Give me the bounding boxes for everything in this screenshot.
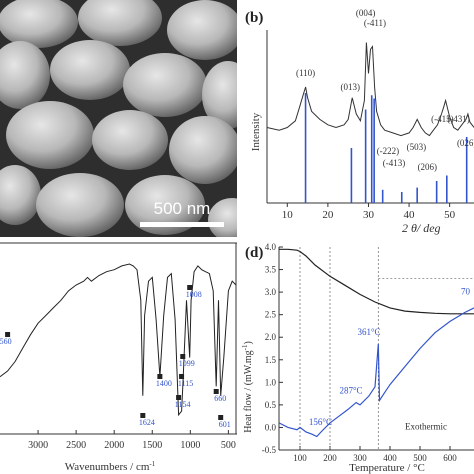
ir-peak-marker: [213, 389, 219, 394]
xrd-peak-label: (-222): [377, 146, 400, 156]
xrd-peak-label: (110): [296, 68, 315, 78]
xrd-ylabel: Intensity: [250, 112, 262, 151]
xrd-panel: (b) Intensity 10 20 30 40 50 (110) (013) (004)…: [237, 0, 474, 237]
xrd-peak-label: (004): [356, 8, 376, 18]
ir-panel: 3000 2500 2000 1500 1000 500 560 1624 1400 1008 1…: [0, 237, 237, 474]
ir-peak-label: 601: [219, 420, 231, 429]
dsc-x-tick-label: 200: [323, 453, 337, 463]
ir-x-tick-label: 2500: [66, 440, 86, 451]
panel-label-d: (d): [245, 245, 263, 261]
dsc-y-tick-label: 0.0: [265, 422, 277, 432]
ir-peak-marker: [179, 374, 185, 379]
ir-peak-label: 1008: [186, 290, 202, 299]
xrd-x-tick-label: 10: [282, 209, 294, 221]
xrd-peak-label: (026): [457, 138, 474, 148]
dsc-y-tick-label: 4.0: [265, 242, 277, 252]
dsc-y-tick-label: -0.5: [262, 445, 277, 455]
ir-x-tick-label: 500: [221, 440, 236, 451]
dsc-x-tick-label: 500: [413, 453, 427, 463]
ir-peak-label: 1154: [175, 400, 191, 409]
particle: [36, 173, 124, 237]
ir-peak-marker: [218, 415, 224, 420]
ir-peak-marker: [176, 395, 182, 400]
particle: [169, 116, 237, 184]
ir-series-line: [0, 263, 237, 417]
ir-peak-label: 1400: [156, 379, 172, 388]
particle: [6, 101, 94, 169]
xrd-peak-label: (-431): [447, 114, 470, 124]
xrd-chart: (b) Intensity 10 20 30 40 50 (110) (013) (004)…: [245, 8, 474, 235]
particle: [0, 0, 78, 48]
heat-flow-series-line: [278, 307, 474, 438]
xrd-peak-label: (013): [340, 82, 360, 92]
ir-peak-label: 560: [0, 337, 12, 346]
xrd-peak-label: (-415): [431, 114, 454, 124]
particle: [0, 165, 41, 225]
dsc-x-tick-label: 400: [383, 453, 397, 463]
xrd-x-tick-label: 40: [404, 209, 416, 221]
ir-peak-marker: [5, 332, 11, 337]
particle: [167, 0, 237, 60]
ir-peak-label: 660: [214, 394, 226, 403]
ir-peak-label: 1115: [178, 379, 193, 388]
particle: [78, 0, 162, 46]
ir-xlabel: Wavenumbers / cm-1: [65, 460, 156, 473]
scale-bar-label: 500 nm: [154, 199, 211, 218]
dsc-x-tick-label: 100: [293, 453, 307, 463]
dsc-x-tick-label: 600: [443, 453, 457, 463]
particle-group: [0, 0, 237, 237]
dsc-annotation: 156°C: [309, 417, 332, 427]
ir-peak-label: 1099: [179, 359, 195, 368]
xrd-peak-label: (-411): [364, 18, 386, 28]
ir-peak-marker: [180, 354, 186, 359]
scale-bar: [140, 222, 224, 227]
particle: [208, 198, 237, 237]
dsc-y-tick-label: 2.0: [265, 332, 277, 342]
ir-peak-marker: [157, 374, 163, 379]
dsc-y-tick-label: 3.0: [265, 287, 277, 297]
dsc-annotation: 287°C: [339, 386, 362, 396]
particle: [123, 53, 207, 117]
xrd-x-tick-label: 50: [444, 209, 456, 221]
tga-series-line: [279, 248, 474, 315]
particle: [202, 61, 237, 129]
dsc-xlabel: Temperature / °C: [349, 462, 425, 474]
ir-chart: 3000 2500 2000 1500 1000 500 560 1624 1400 1008 1…: [0, 242, 237, 473]
dsc-ylabel: Heat flow / (mW.mg-1): [241, 341, 254, 433]
ir-peak-marker: [187, 285, 193, 290]
xrd-peak-label: (-413): [383, 158, 406, 168]
sem-image-panel: 500 nm: [0, 0, 237, 237]
ir-x-tick-label: 1000: [180, 440, 200, 451]
dsc-annotation: Exothermic: [405, 422, 447, 432]
particle: [125, 175, 205, 235]
ir-peak-marker: [140, 413, 146, 418]
ir-x-tick-label: 2000: [104, 440, 124, 451]
xrd-peak-label: (206): [418, 162, 438, 172]
particle: [0, 41, 50, 109]
particle: [92, 110, 168, 170]
ir-peak-label: 1624: [139, 418, 155, 427]
dsc-y-tick-label: 1.5: [265, 355, 277, 365]
xrd-peak-label: (503): [407, 142, 427, 152]
dsc-y-tick-label: 3.5: [265, 265, 277, 275]
ir-x-tick-label: 3000: [28, 440, 48, 451]
dsc-annotation: 70: [461, 286, 471, 296]
dsc-x-tick-label: 300: [353, 453, 367, 463]
dsc-y-tick-label: 1.0: [265, 377, 277, 387]
xrd-series-line: [266, 42, 474, 137]
dsc-y-tick-label: 2.5: [265, 310, 277, 320]
dsc-panel: (d) Heat flow / (mW.mg-1) 4.0 3.5 3.0 2.5 2.…: [237, 237, 474, 474]
dsc-chart: (d) Heat flow / (mW.mg-1) 4.0 3.5 3.0 2.5 2.…: [241, 242, 474, 474]
dsc-y-tick-label: 0.5: [265, 400, 277, 410]
dsc-annotation: 361°C: [357, 327, 380, 337]
sem-micrograph: 500 nm: [0, 0, 237, 237]
ir-x-tick-label: 1500: [142, 440, 162, 451]
xrd-x-tick-label: 30: [363, 209, 375, 221]
xrd-xlabel: 2 θ/ deg: [402, 221, 441, 235]
particle: [50, 40, 130, 100]
xrd-x-tick-label: 20: [322, 209, 334, 221]
panel-label-b: (b): [245, 10, 263, 26]
